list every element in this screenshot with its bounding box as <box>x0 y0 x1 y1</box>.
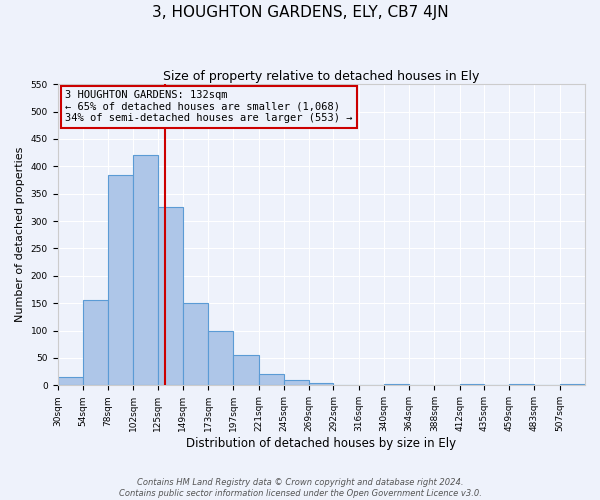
Bar <box>83 300 108 386</box>
Bar <box>509 384 535 386</box>
Bar <box>384 384 409 386</box>
Bar <box>309 382 334 386</box>
X-axis label: Distribution of detached houses by size in Ely: Distribution of detached houses by size … <box>186 437 457 450</box>
Bar <box>233 355 259 386</box>
Bar <box>58 377 83 386</box>
Bar <box>208 330 233 386</box>
Y-axis label: Number of detached properties: Number of detached properties <box>15 147 25 322</box>
Bar <box>560 384 585 386</box>
Bar <box>158 208 183 386</box>
Text: 3, HOUGHTON GARDENS, ELY, CB7 4JN: 3, HOUGHTON GARDENS, ELY, CB7 4JN <box>152 5 448 20</box>
Bar <box>284 380 309 386</box>
Bar <box>259 374 284 386</box>
Bar <box>133 156 158 386</box>
Bar <box>108 174 133 386</box>
Bar <box>460 384 484 386</box>
Text: Contains HM Land Registry data © Crown copyright and database right 2024.
Contai: Contains HM Land Registry data © Crown c… <box>119 478 481 498</box>
Text: 3 HOUGHTON GARDENS: 132sqm
← 65% of detached houses are smaller (1,068)
34% of s: 3 HOUGHTON GARDENS: 132sqm ← 65% of deta… <box>65 90 353 124</box>
Bar <box>183 303 208 386</box>
Title: Size of property relative to detached houses in Ely: Size of property relative to detached ho… <box>163 70 479 83</box>
